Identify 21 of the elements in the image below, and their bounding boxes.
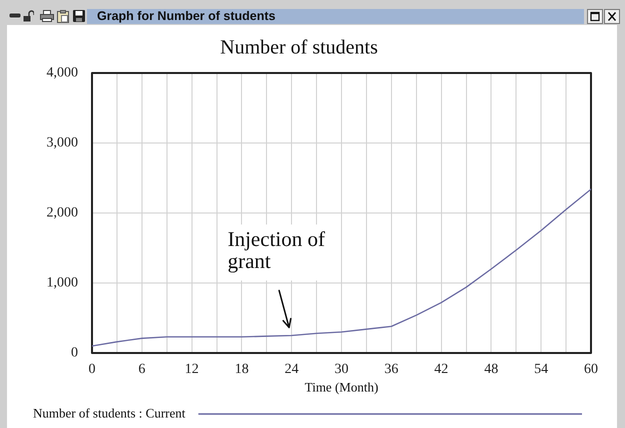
x-tick-label: 42 <box>434 362 448 378</box>
x-axis-title: Time (Month) <box>304 380 378 395</box>
x-tick-label: 18 <box>234 362 249 378</box>
annotation: Injection of grant <box>228 227 325 274</box>
y-tick-label: 1,000 <box>46 276 78 291</box>
x-tick-label: 60 <box>584 362 598 378</box>
x-tick-label: 36 <box>384 362 398 378</box>
x-tick-label: 24 <box>284 362 299 378</box>
text: Number of students : Current <box>33 405 186 420</box>
y-tick-label: 0 <box>71 346 78 361</box>
x-tick-label: 48 <box>484 362 498 378</box>
text: Graph for Number of students <box>97 9 276 24</box>
x-tick-label: 30 <box>334 362 348 378</box>
x-tick-label: 54 <box>534 362 548 378</box>
x-tick-label: 12 <box>184 362 199 378</box>
x-tick-label: 6 <box>138 362 146 378</box>
y-tick-label: 3,000 <box>46 136 78 151</box>
x-tick-label: 0 <box>88 362 96 378</box>
y-tick-label: 2,000 <box>46 206 78 221</box>
y-tick-label: 4,000 <box>46 66 78 81</box>
chart-title: Number of students <box>220 36 378 58</box>
